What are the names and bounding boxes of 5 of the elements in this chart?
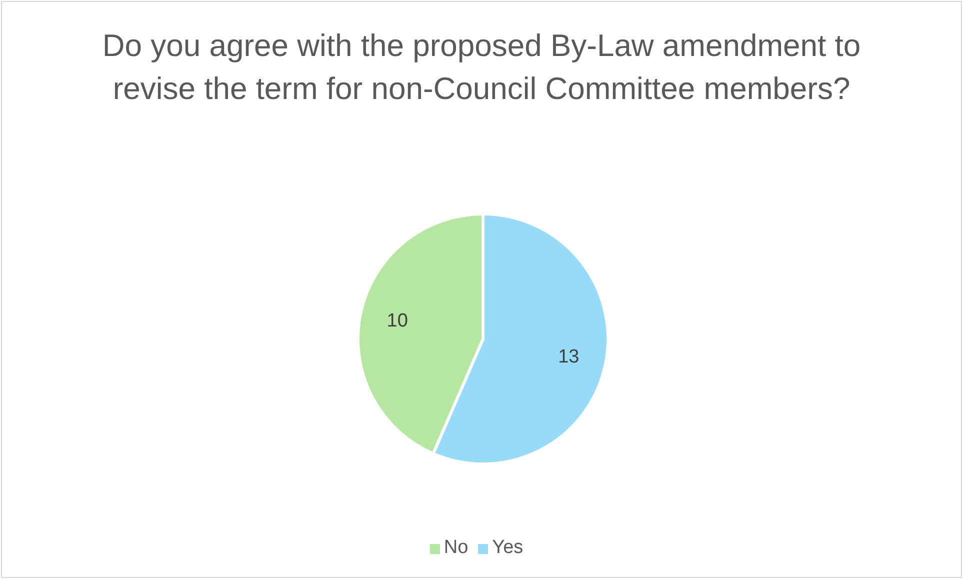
data-label: 13 <box>558 346 580 368</box>
legend-label: No <box>444 537 468 558</box>
chart-title: Do you agree with the proposed By-Law amendment to revise the term for non-Council Committee members? <box>101 27 862 108</box>
data-label: 10 <box>386 310 408 332</box>
legend-label: Yes <box>492 537 524 558</box>
